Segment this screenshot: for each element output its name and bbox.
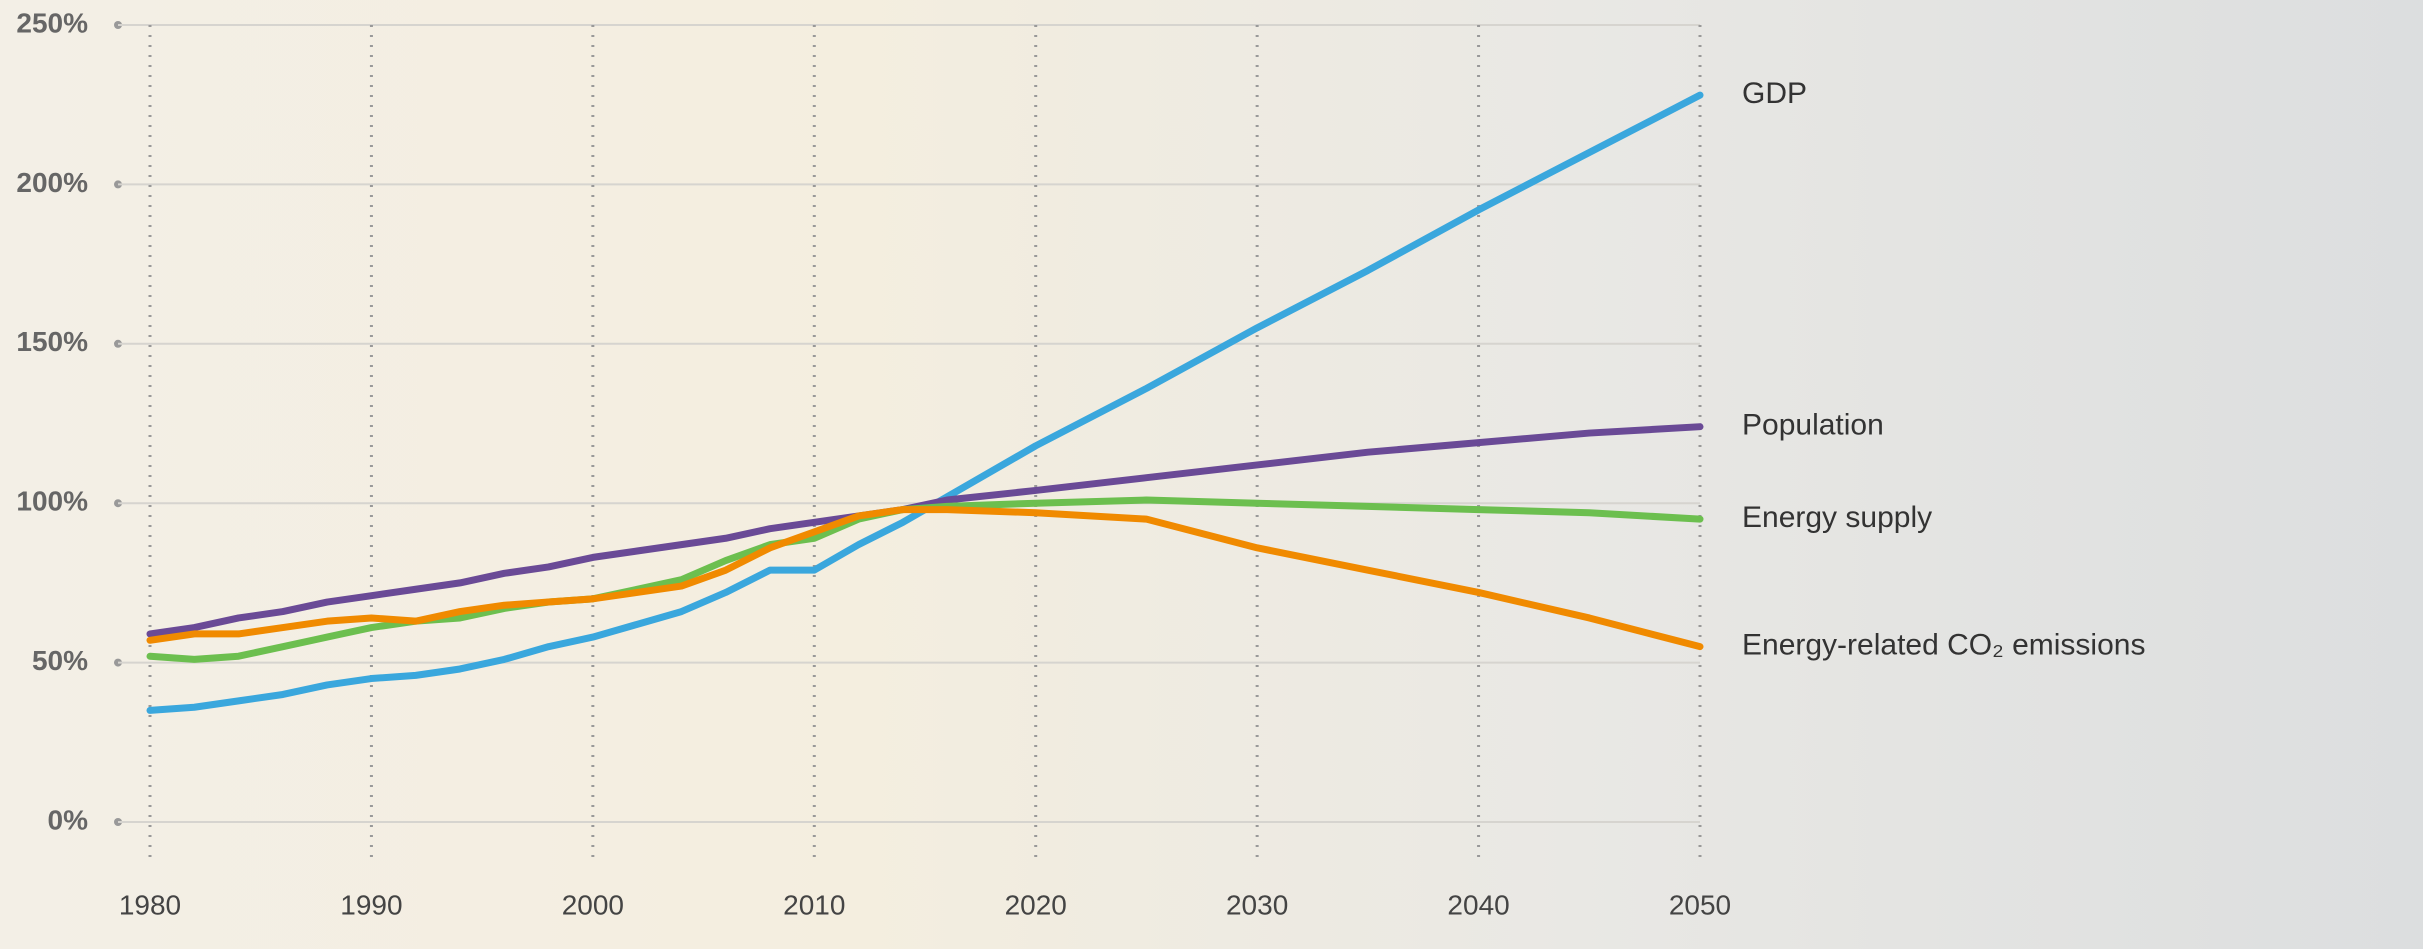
x-tick-label: 2000: [562, 889, 624, 920]
series-label: Population: [1742, 409, 1884, 442]
y-tick-label: 200%: [16, 167, 88, 198]
x-tick-label: 2030: [1226, 889, 1288, 920]
series-label: GDP: [1742, 77, 1807, 110]
series-label: Energy-related CO₂ emissions: [1742, 629, 2145, 662]
series-label: Energy supply: [1742, 501, 1932, 534]
y-tick-label: 150%: [16, 326, 88, 357]
x-tick-label: 1990: [340, 889, 402, 920]
series-line: [146, 423, 1704, 638]
x-tick-label: 2050: [1669, 889, 1731, 920]
series-line: [146, 91, 1704, 714]
x-tick-label: 2040: [1447, 889, 1509, 920]
x-tick-label: 2010: [783, 889, 845, 920]
series-line: [146, 496, 1704, 663]
series-line: [146, 506, 1704, 651]
y-tick-label: 0%: [48, 804, 89, 835]
y-tick-label: 50%: [32, 645, 88, 676]
y-tick-label: 250%: [16, 7, 88, 38]
y-tick-label: 100%: [16, 486, 88, 517]
x-tick-label: 2020: [1005, 889, 1067, 920]
x-tick-label: 1980: [119, 889, 181, 920]
